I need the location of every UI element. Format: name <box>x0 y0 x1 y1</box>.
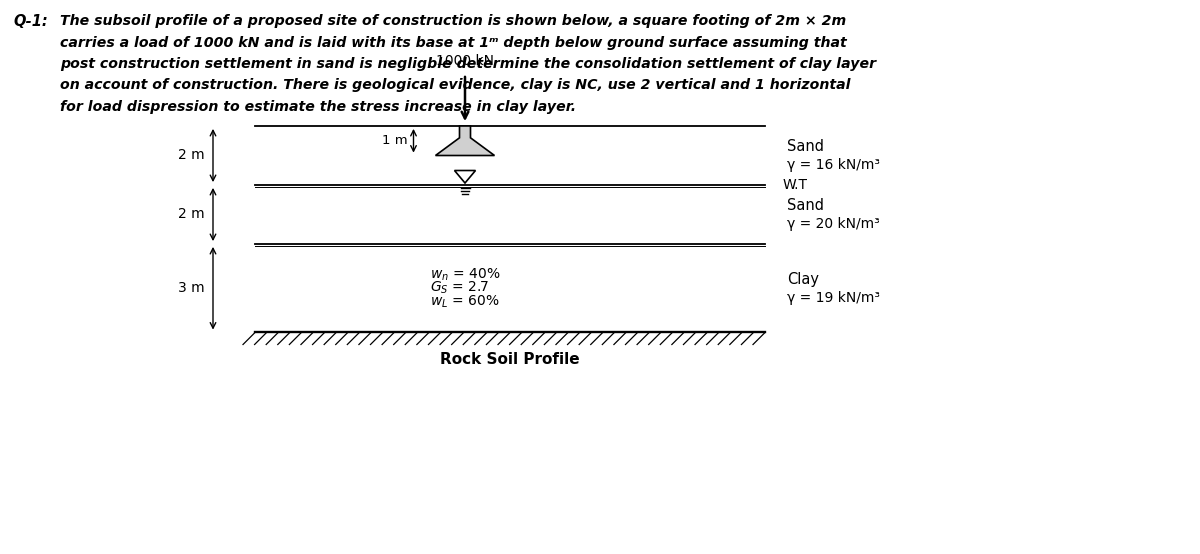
Text: γ = 19 kN/m³: γ = 19 kN/m³ <box>787 291 880 305</box>
Text: Rock Soil Profile: Rock Soil Profile <box>440 352 580 367</box>
Text: post construction settlement in sand is negligble determine the consolidation se: post construction settlement in sand is … <box>60 57 876 71</box>
Polygon shape <box>436 126 494 156</box>
Text: Clay: Clay <box>787 272 818 287</box>
Text: Sand: Sand <box>787 198 824 213</box>
Text: γ = 16 kN/m³: γ = 16 kN/m³ <box>787 158 880 172</box>
Text: Q-1:: Q-1: <box>13 14 48 29</box>
Text: 1 m: 1 m <box>382 134 408 147</box>
Text: 3 m: 3 m <box>179 281 205 295</box>
Text: W.T: W.T <box>784 178 808 192</box>
Text: 2 m: 2 m <box>179 148 205 162</box>
Text: Sand: Sand <box>787 139 824 154</box>
Text: 2 m: 2 m <box>179 208 205 222</box>
Text: The subsoil profile of a proposed site of construction is shown below, a square : The subsoil profile of a proposed site o… <box>60 14 846 28</box>
Text: γ = 20 kN/m³: γ = 20 kN/m³ <box>787 218 880 232</box>
Text: 1000 kN: 1000 kN <box>436 54 494 68</box>
Text: $G_S$ = 2.7: $G_S$ = 2.7 <box>430 280 490 296</box>
Text: for load dispression to estimate the stress increase in clay layer.: for load dispression to estimate the str… <box>60 100 576 114</box>
Text: on account of construction. There is geological evidence, clay is NC, use 2 vert: on account of construction. There is geo… <box>60 79 851 93</box>
Text: carries a load of 1000 kN and is laid with its base at 1ᵐ depth below ground sur: carries a load of 1000 kN and is laid wi… <box>60 35 847 49</box>
Text: $w_n$ = 40%: $w_n$ = 40% <box>430 266 500 283</box>
Polygon shape <box>455 171 475 183</box>
Text: $w_L$ = 60%: $w_L$ = 60% <box>430 294 499 310</box>
